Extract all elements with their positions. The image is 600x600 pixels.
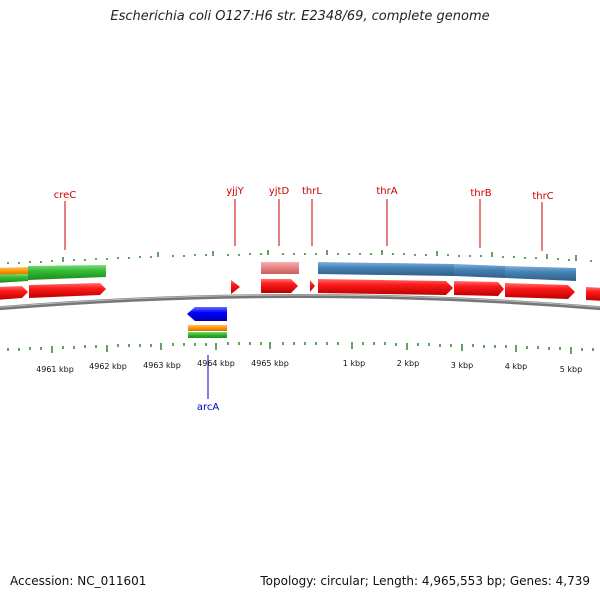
gene-arrow-right-edge — [586, 287, 600, 301]
gene-arrow-arca — [187, 307, 227, 321]
blue-feature-thrc — [505, 266, 576, 281]
kbp-label: 4962 kbp — [89, 362, 127, 371]
genome-summary-text: Topology: circular; Length: 4,965,553 bp… — [260, 574, 590, 588]
gene-label-yjtd: yjtD — [269, 186, 290, 197]
gene-arrow-yjjy — [231, 280, 240, 294]
gene-label-thrc: thrC — [532, 191, 553, 202]
green-feature-arca — [188, 332, 227, 338]
lower-tick-row — [7, 342, 594, 354]
map-title: Escherichia coli O127:H6 str. E2348/69, … — [110, 9, 490, 24]
kbp-label: 1 kbp — [343, 359, 365, 368]
kbp-label: 4964 kbp — [197, 359, 235, 368]
kbp-label: 4 kbp — [505, 362, 527, 371]
green-feature-left — [0, 274, 28, 283]
upper-tick-row — [7, 250, 592, 264]
gene-label-thrb: thrB — [470, 188, 491, 199]
kbp-label: 4963 kbp — [143, 361, 181, 370]
gene-arrow-thrc — [505, 283, 575, 299]
green-feature-crec — [28, 265, 106, 280]
orange-feature-arca — [188, 325, 227, 331]
gene-arrow-thra — [318, 279, 453, 295]
accession-text: Accession: NC_011601 — [10, 574, 147, 588]
blue-feature-thra — [318, 262, 454, 276]
kbp-label: 4961 kbp — [36, 365, 74, 374]
gene-arrow-thrl — [310, 280, 315, 292]
gene-label-thra: thrA — [376, 186, 397, 197]
genome-backbone-highlight — [0, 294, 600, 308]
gene-label-arca: arcA — [197, 402, 220, 413]
reverse-gene-labels: arcA — [197, 355, 220, 413]
kbp-label: 2 kbp — [397, 359, 419, 368]
forward-gene-labels: creC yjjY yjtD thrL thrA thrB thrC — [54, 186, 554, 251]
gene-arrow-yjtd — [261, 279, 298, 293]
gene-label-yjjy: yjjY — [226, 186, 244, 197]
kbp-label: 5 kbp — [560, 365, 582, 374]
gene-label-crec: creC — [54, 190, 77, 201]
kbp-label: 4965 kbp — [251, 359, 289, 368]
pink-feature-yjtd — [261, 262, 299, 274]
gene-label-thrl: thrL — [302, 186, 322, 197]
kbp-labels: 4961 kbp 4962 kbp 4963 kbp 4964 kbp 4965… — [36, 359, 582, 374]
gene-arrow-left-edge — [0, 286, 28, 300]
blue-feature-thrb — [454, 264, 505, 278]
kbp-label: 3 kbp — [451, 361, 473, 370]
gene-arrow-thrb — [454, 281, 504, 296]
orange-feature-left — [0, 267, 28, 275]
genome-backbone — [0, 294, 600, 311]
gene-arrow-crec — [29, 283, 106, 298]
